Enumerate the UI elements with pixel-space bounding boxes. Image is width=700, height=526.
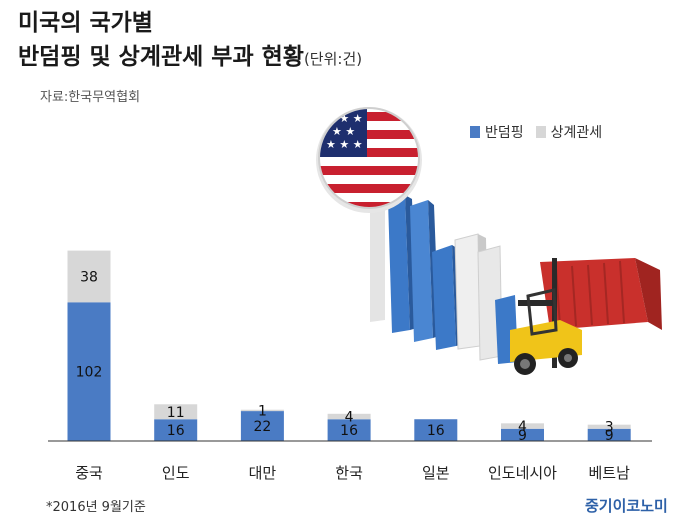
bar-countervailing-3 xyxy=(327,413,371,420)
value-label-countervailing-3: 4 xyxy=(345,410,354,426)
category-label-3: 한국 xyxy=(335,464,363,482)
bar-antidumping-2 xyxy=(240,411,284,441)
category-label-0: 중국 xyxy=(75,464,103,482)
bar-antidumping-3 xyxy=(327,419,371,441)
bar-antidumping-6 xyxy=(587,428,631,441)
category-label-5: 인도네시아 xyxy=(488,464,557,482)
legend-label-countervailing: 상계관세 xyxy=(550,125,603,141)
svg-text:★ ★: ★ ★ xyxy=(332,125,355,138)
bar-antidumping-1 xyxy=(154,419,198,441)
legend-label-antidumping: 반덤핑 xyxy=(485,125,524,141)
source-note: 자료:한국무역협회 xyxy=(40,90,141,105)
value-label-countervailing-2: 1 xyxy=(258,403,267,419)
bar-antidumping-0 xyxy=(67,302,111,441)
bars-layer xyxy=(67,250,631,441)
category-label-1: 인도 xyxy=(162,464,190,482)
bar-countervailing-2 xyxy=(240,409,284,412)
footnote: *2016년 9월기준 xyxy=(46,500,146,515)
title-line-2-text: 반덤핑 및 상계관세 부과 현황 xyxy=(18,44,304,70)
bar-countervailing-1 xyxy=(154,404,198,420)
value-label-countervailing-5: 4 xyxy=(518,419,527,435)
bar-countervailing-6 xyxy=(587,424,631,429)
value-label-countervailing-0: 38 xyxy=(80,269,98,285)
value-label-antidumping-6: 9 xyxy=(605,428,614,444)
brand-logo: 중기이코노미 xyxy=(585,497,668,515)
legend-swatch-antidumping xyxy=(470,126,480,138)
category-label-4: 일본 xyxy=(422,464,450,482)
bar-countervailing-5 xyxy=(501,423,544,429)
value-label-countervailing-1: 11 xyxy=(167,405,185,421)
value-label-antidumping-0: 102 xyxy=(76,365,103,381)
value-label-antidumping-4: 16 xyxy=(427,423,445,439)
category-labels-layer: 중국 인도 대만 한국 일본 인도네시아 베트남 xyxy=(75,464,630,482)
value-label-antidumping-3: 16 xyxy=(340,423,358,439)
container-illustration xyxy=(540,258,662,330)
3d-bars-illustration xyxy=(370,195,518,364)
title-line-1: 미국의 국가별 xyxy=(18,10,153,36)
legend-swatch-countervailing xyxy=(535,126,546,138)
value-label-antidumping-5: 9 xyxy=(518,428,527,444)
illustration: ★ ★ ★ ★ ★ ★ ★ ★ xyxy=(316,107,662,375)
bar-antidumping-5 xyxy=(501,428,544,441)
us-flag-icon: ★ ★ ★ ★ ★ ★ ★ ★ xyxy=(316,107,422,213)
forklift-illustration xyxy=(510,258,582,375)
value-label-antidumping-2: 22 xyxy=(253,419,271,435)
legend: 반덤핑 상계관세 xyxy=(470,122,602,142)
svg-text:★ ★ ★: ★ ★ ★ xyxy=(326,138,363,151)
category-label-6: 베트남 xyxy=(588,464,630,482)
value-label-countervailing-6: 3 xyxy=(605,420,614,436)
bar-antidumping-4 xyxy=(414,419,458,441)
legend-item-countervailing: 상계관세 xyxy=(535,122,603,142)
title-unit: (단위:건) xyxy=(303,50,363,68)
bar-countervailing-0 xyxy=(67,250,111,303)
legend-item-antidumping: 반덤핑 xyxy=(470,122,524,142)
chart-title: 미국의 국가별 반덤핑 및 상계관세 부과 현황(단위:건) xyxy=(18,6,362,76)
value-label-antidumping-1: 16 xyxy=(167,423,185,439)
title-line-2: 반덤핑 및 상계관세 부과 현황(단위:건) xyxy=(18,40,362,76)
category-label-2: 대만 xyxy=(249,464,277,482)
